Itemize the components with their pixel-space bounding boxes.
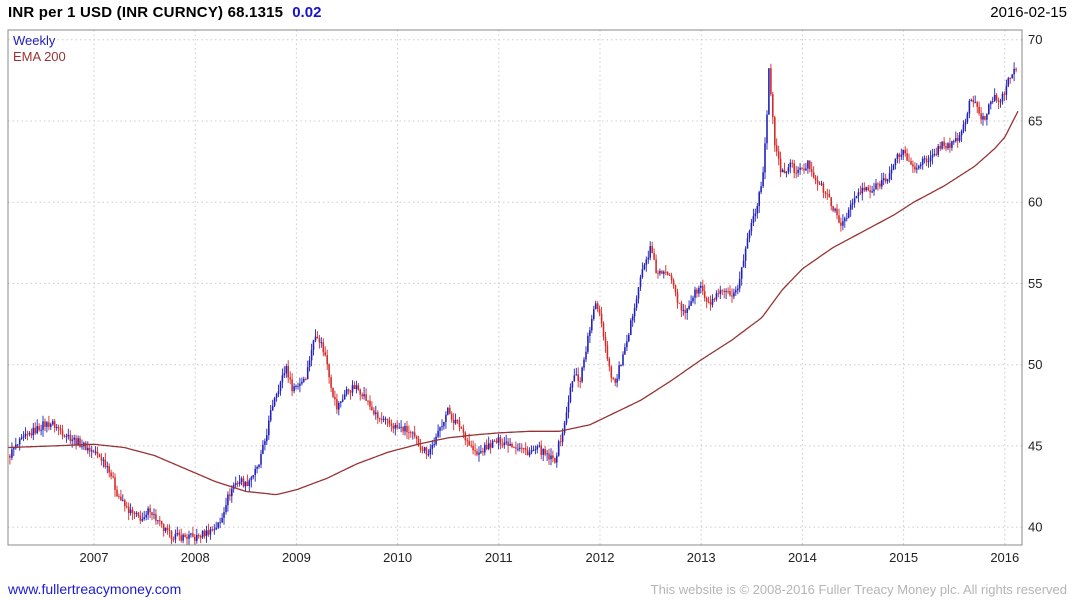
x-tick-label: 2011 [485, 550, 513, 565]
y-tick-label: 60 [1028, 195, 1042, 210]
copyright-text: This website is © 2008-2016 Fuller Treac… [650, 582, 1067, 597]
plot-border [7, 29, 1023, 546]
legend-ema-label: EMA 200 [13, 49, 66, 64]
x-tick-label: 2007 [80, 550, 109, 565]
down-candle-bodies [9, 68, 1017, 541]
x-tick-label: 2014 [788, 550, 817, 565]
y-tick-label: 55 [1028, 276, 1042, 291]
ema-200-line [8, 110, 1019, 496]
y-tick-label: 45 [1028, 438, 1042, 453]
chart-date: 2016-02-15 [990, 4, 1067, 21]
title-row: INR per 1 USD (INR CURNCY) 68.1315 0.02 [8, 4, 321, 22]
x-tick-label: 2009 [282, 550, 311, 565]
x-tick-label: 2013 [687, 550, 716, 565]
x-tick-label: 2012 [586, 550, 615, 565]
x-tick-label: 2010 [383, 550, 412, 565]
up-candle-wicks [11, 62, 1015, 546]
site-link[interactable]: www.fullertreacymoney.com [8, 581, 182, 597]
up-candle-bodies [11, 68, 1015, 541]
x-tick-label: 2016 [990, 550, 1019, 565]
legend-weekly-label: Weekly [13, 33, 56, 48]
x-tick-label: 2015 [889, 550, 918, 565]
vertical-gridlines [93, 30, 1006, 545]
x-tick-label: 2008 [181, 550, 210, 565]
price-change: 0.02 [292, 4, 322, 21]
horizontal-gridlines [8, 39, 1022, 528]
y-tick-label: 50 [1028, 357, 1042, 372]
y-tick-label: 65 [1028, 113, 1042, 128]
y-tick-label: 40 [1028, 520, 1042, 535]
chart-legend: Weekly EMA 200 [13, 33, 66, 65]
chart-header: INR per 1 USD (INR CURNCY) 68.1315 0.02 2… [8, 4, 1067, 22]
y-tick-label: 70 [1028, 32, 1042, 47]
chart-title: INR per 1 USD (INR CURNCY) 68.1315 [8, 4, 284, 21]
chart-footer: www.fullertreacymoney.com This website i… [8, 581, 1067, 597]
down-candle-wicks [9, 63, 1017, 546]
